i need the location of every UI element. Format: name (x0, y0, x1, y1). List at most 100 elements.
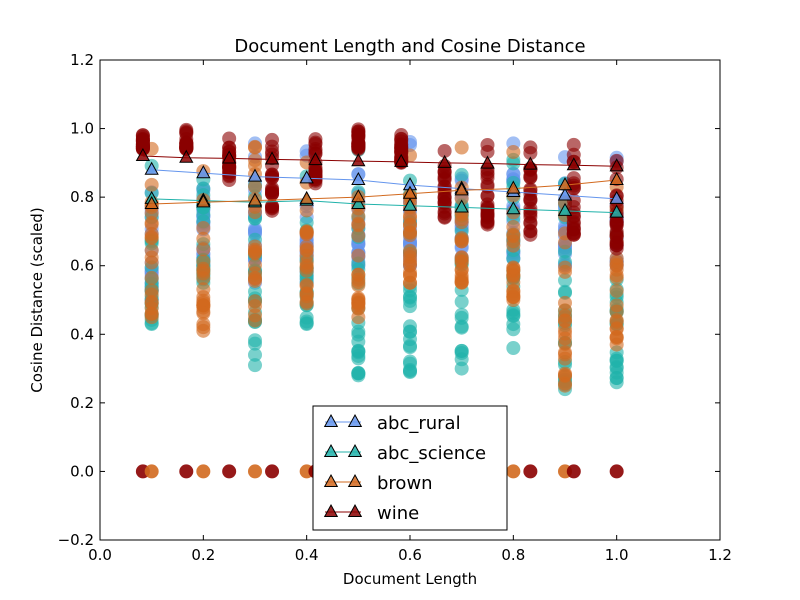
mean-marker (179, 149, 194, 163)
zero-point (222, 464, 237, 479)
data-point (144, 177, 159, 192)
legend-marker (323, 503, 339, 518)
data-point (403, 275, 417, 290)
data-point (144, 270, 159, 285)
data-point (222, 162, 237, 177)
data-point (196, 220, 211, 235)
data-point (609, 298, 624, 313)
data-point (135, 131, 150, 146)
data-point (558, 368, 572, 383)
data-point (248, 239, 262, 254)
mean-marker (196, 194, 211, 208)
zero-point (523, 464, 538, 479)
zero-point (179, 464, 194, 479)
mean-marker (264, 151, 280, 165)
data-point (558, 313, 572, 328)
data-point (454, 294, 469, 309)
ticks-layer: 0.0 0.2 0.4 0.6 0.8 1.0 1.2−0.20.00.20.40.60.8… (58, 51, 732, 564)
y-axis-title: Cosine Distance (scaled) (28, 207, 46, 392)
data-point (454, 320, 469, 335)
mean-marker (299, 170, 314, 184)
data-point (299, 296, 314, 311)
data-point (454, 212, 469, 227)
data-point (506, 144, 521, 159)
data-point (196, 282, 211, 297)
mean-marker (557, 177, 573, 191)
data-point (248, 299, 262, 314)
mean-marker (609, 171, 624, 186)
mean-marker (402, 197, 418, 211)
data-point (299, 225, 314, 240)
mean-marker (351, 171, 366, 186)
data-point (299, 255, 314, 270)
data-point (248, 313, 262, 328)
data-point (196, 323, 211, 338)
y-tick-label: 0.0 (70, 462, 94, 480)
mean-marker (222, 150, 237, 164)
y-tick-label: 0.2 (70, 394, 94, 412)
y-tick-label: 0.4 (70, 325, 94, 343)
mean-marker (557, 202, 573, 216)
legend-marker (323, 473, 339, 488)
x-tick-label: 0.8 (501, 546, 525, 564)
chart-title: Document Length and Cosine Distance (234, 36, 585, 57)
data-point (437, 210, 452, 225)
data-point (248, 139, 262, 154)
data-point (403, 225, 417, 240)
data-point (299, 317, 314, 331)
data-point (394, 128, 409, 143)
legend-item-brown: brown (323, 473, 433, 494)
data-point (196, 263, 211, 278)
mean-marker (480, 155, 495, 169)
data-point (480, 170, 495, 185)
data-point (558, 264, 572, 279)
y-tick-label: 1.0 (70, 120, 94, 138)
data-point (299, 203, 314, 218)
mean-marker (454, 199, 469, 213)
data-point (566, 193, 581, 208)
data-point (558, 285, 572, 300)
data-point (566, 227, 581, 242)
data-point (454, 275, 469, 290)
data-point (351, 344, 366, 359)
mean-line (142, 155, 617, 167)
y-tick-label: 0.8 (70, 188, 94, 206)
mean-series-brown (144, 171, 624, 210)
data-point (144, 231, 159, 246)
data-point (609, 375, 624, 390)
mean-marker (144, 195, 159, 210)
data-point (609, 283, 624, 298)
mean-lines-layer (135, 147, 624, 218)
mean-marker (402, 185, 418, 199)
plot-frame (99, 59, 721, 541)
zero-point (196, 464, 211, 479)
data-point (179, 126, 194, 141)
data-point (265, 203, 280, 218)
zero-point (265, 464, 280, 479)
data-point (480, 137, 495, 152)
legend-marker (323, 443, 339, 458)
data-point (351, 216, 366, 231)
data-point (248, 284, 262, 299)
data-point (523, 186, 538, 201)
data-point (403, 289, 417, 304)
data-point (248, 158, 262, 173)
data-point (437, 165, 452, 180)
legend-marker (347, 443, 363, 458)
data-point (394, 144, 409, 159)
data-point (144, 206, 159, 221)
data-point (351, 142, 366, 157)
mean-marker (557, 187, 573, 201)
data-point (403, 365, 417, 379)
data-point (351, 310, 366, 325)
mean-series-wine (135, 147, 624, 172)
mean-marker (351, 189, 366, 203)
data-point (558, 378, 572, 393)
x-axis-title: Document Length (343, 570, 477, 588)
data-point (144, 217, 159, 232)
data-point (609, 337, 624, 352)
data-point (609, 257, 624, 272)
mean-marker (437, 154, 452, 168)
